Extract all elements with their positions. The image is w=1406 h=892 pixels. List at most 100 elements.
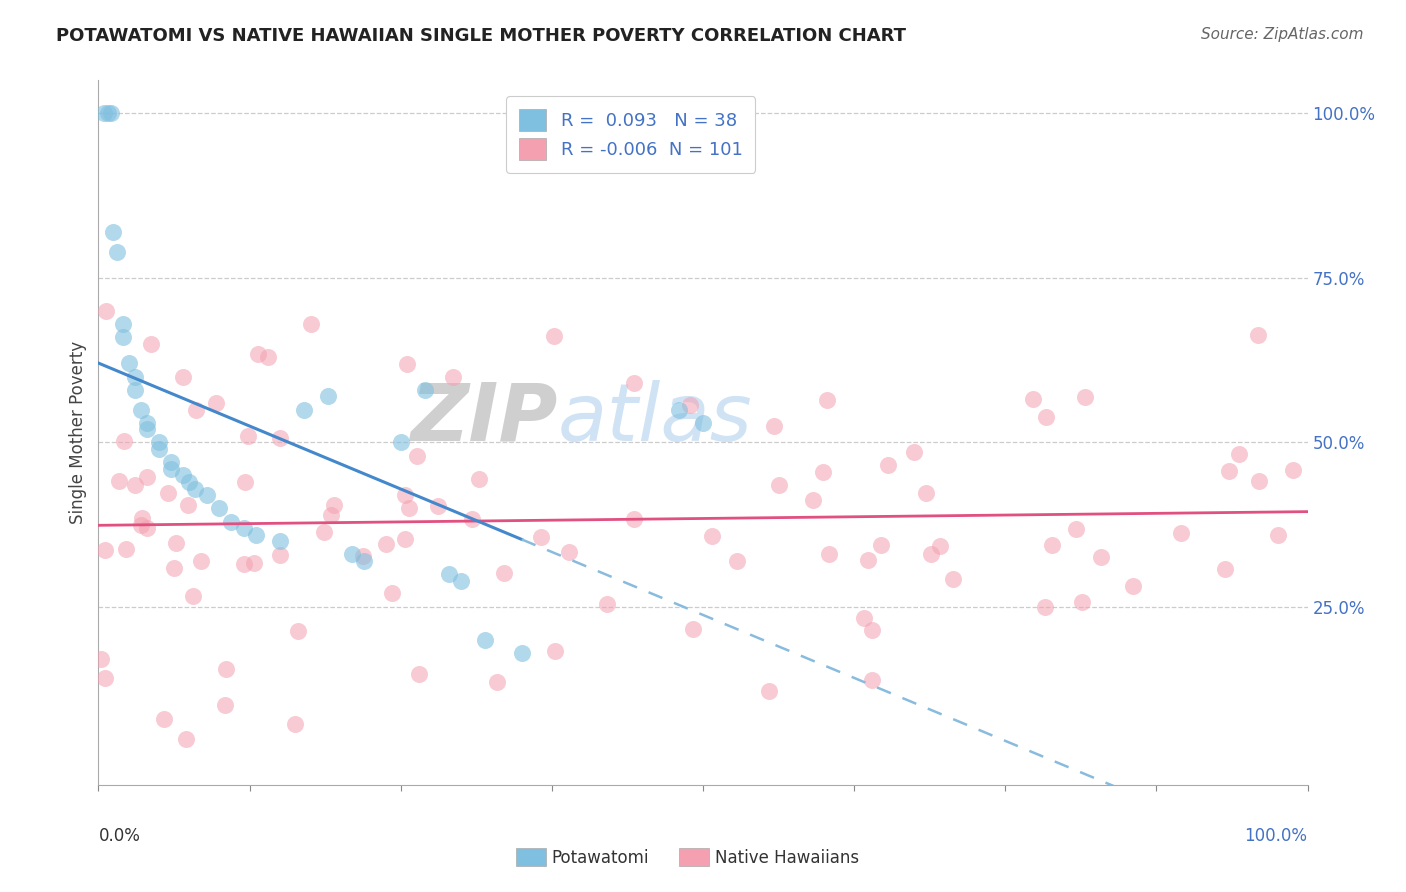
Potawatomi xyxy=(160,462,183,476)
Native Hawaiians xyxy=(1227,447,1250,461)
Native Hawaiians xyxy=(1218,464,1240,478)
Potawatomi xyxy=(129,402,152,417)
Native Hawaiians xyxy=(321,508,343,522)
Native Hawaiians xyxy=(90,652,112,666)
Potawatomi xyxy=(437,567,460,582)
Potawatomi xyxy=(148,442,170,456)
FancyBboxPatch shape xyxy=(516,848,546,866)
Potawatomi xyxy=(111,330,134,344)
Native Hawaiians xyxy=(813,465,835,479)
Native Hawaiians xyxy=(235,475,257,490)
Native Hawaiians xyxy=(108,474,131,488)
Native Hawaiians xyxy=(205,396,228,410)
Native Hawaiians xyxy=(1033,600,1056,615)
Native Hawaiians xyxy=(94,303,117,318)
Native Hawaiians xyxy=(1267,527,1289,541)
Native Hawaiians xyxy=(323,498,346,512)
Potawatomi xyxy=(195,488,218,502)
Potawatomi xyxy=(353,554,375,568)
Potawatomi xyxy=(148,435,170,450)
Y-axis label: Single Mother Poverty: Single Mother Poverty xyxy=(69,341,87,524)
Native Hawaiians xyxy=(763,419,786,434)
Native Hawaiians xyxy=(860,624,883,638)
Native Hawaiians xyxy=(177,498,200,512)
Native Hawaiians xyxy=(942,572,965,586)
Native Hawaiians xyxy=(176,731,198,746)
Native Hawaiians xyxy=(215,663,238,677)
Native Hawaiians xyxy=(408,667,430,681)
Potawatomi xyxy=(292,402,315,417)
Potawatomi xyxy=(124,369,146,384)
Native Hawaiians xyxy=(1040,538,1063,552)
Native Hawaiians xyxy=(269,548,291,562)
Native Hawaiians xyxy=(530,530,553,544)
Native Hawaiians xyxy=(1074,390,1097,404)
Potawatomi xyxy=(172,468,194,483)
Native Hawaiians xyxy=(184,402,207,417)
Native Hawaiians xyxy=(543,328,565,343)
Native Hawaiians xyxy=(1249,474,1271,488)
Native Hawaiians xyxy=(1064,522,1087,536)
Potawatomi xyxy=(118,356,141,370)
Native Hawaiians xyxy=(398,500,420,515)
Text: Potawatomi: Potawatomi xyxy=(551,848,650,866)
Potawatomi xyxy=(179,475,201,489)
Native Hawaiians xyxy=(1071,595,1094,609)
Native Hawaiians xyxy=(920,547,942,561)
Potawatomi xyxy=(510,646,533,660)
Native Hawaiians xyxy=(903,444,925,458)
Text: Native Hawaiians: Native Hawaiians xyxy=(716,848,859,866)
Native Hawaiians xyxy=(1213,561,1236,575)
Text: POTAWATOMI VS NATIVE HAWAIIAN SINGLE MOTHER POVERTY CORRELATION CHART: POTAWATOMI VS NATIVE HAWAIIAN SINGLE MOT… xyxy=(56,27,907,45)
Native Hawaiians xyxy=(135,469,157,483)
Native Hawaiians xyxy=(1247,327,1270,342)
Native Hawaiians xyxy=(815,392,838,407)
Native Hawaiians xyxy=(190,554,212,568)
Native Hawaiians xyxy=(1021,392,1043,407)
Native Hawaiians xyxy=(163,561,186,575)
Text: ZIP: ZIP xyxy=(411,379,558,458)
Native Hawaiians xyxy=(129,518,152,533)
Native Hawaiians xyxy=(269,431,291,445)
Native Hawaiians xyxy=(135,521,157,535)
Potawatomi xyxy=(97,106,120,120)
Native Hawaiians xyxy=(112,434,135,448)
Potawatomi xyxy=(135,416,157,430)
Potawatomi xyxy=(269,534,291,549)
Native Hawaiians xyxy=(544,644,567,658)
Native Hawaiians xyxy=(915,485,938,500)
Potawatomi xyxy=(342,548,364,562)
Native Hawaiians xyxy=(725,554,748,568)
Native Hawaiians xyxy=(299,317,322,331)
Native Hawaiians xyxy=(124,478,146,492)
Native Hawaiians xyxy=(94,543,117,558)
Native Hawaiians xyxy=(818,547,841,561)
Potawatomi xyxy=(221,515,243,529)
Native Hawaiians xyxy=(460,512,482,526)
Native Hawaiians xyxy=(678,398,700,412)
Native Hawaiians xyxy=(768,478,790,492)
Potawatomi xyxy=(111,317,134,331)
Native Hawaiians xyxy=(153,712,176,726)
Native Hawaiians xyxy=(165,536,187,550)
Legend: R =  0.093   N = 38, R = -0.006  N = 101: R = 0.093 N = 38, R = -0.006 N = 101 xyxy=(506,96,755,173)
Potawatomi xyxy=(245,527,267,541)
Native Hawaiians xyxy=(94,671,117,685)
Potawatomi xyxy=(389,435,412,450)
Native Hawaiians xyxy=(426,500,449,514)
Potawatomi xyxy=(316,389,339,403)
Native Hawaiians xyxy=(284,717,307,731)
Potawatomi xyxy=(135,422,157,436)
Native Hawaiians xyxy=(243,556,266,570)
Native Hawaiians xyxy=(115,541,138,556)
Potawatomi xyxy=(101,225,124,239)
Native Hawaiians xyxy=(596,597,619,611)
Native Hawaiians xyxy=(441,370,464,384)
Native Hawaiians xyxy=(486,675,509,690)
Native Hawaiians xyxy=(862,673,884,688)
Native Hawaiians xyxy=(682,622,704,636)
Native Hawaiians xyxy=(1090,550,1112,565)
Potawatomi xyxy=(474,633,496,648)
Text: Source: ZipAtlas.com: Source: ZipAtlas.com xyxy=(1201,27,1364,42)
Text: 0.0%: 0.0% xyxy=(98,827,141,846)
